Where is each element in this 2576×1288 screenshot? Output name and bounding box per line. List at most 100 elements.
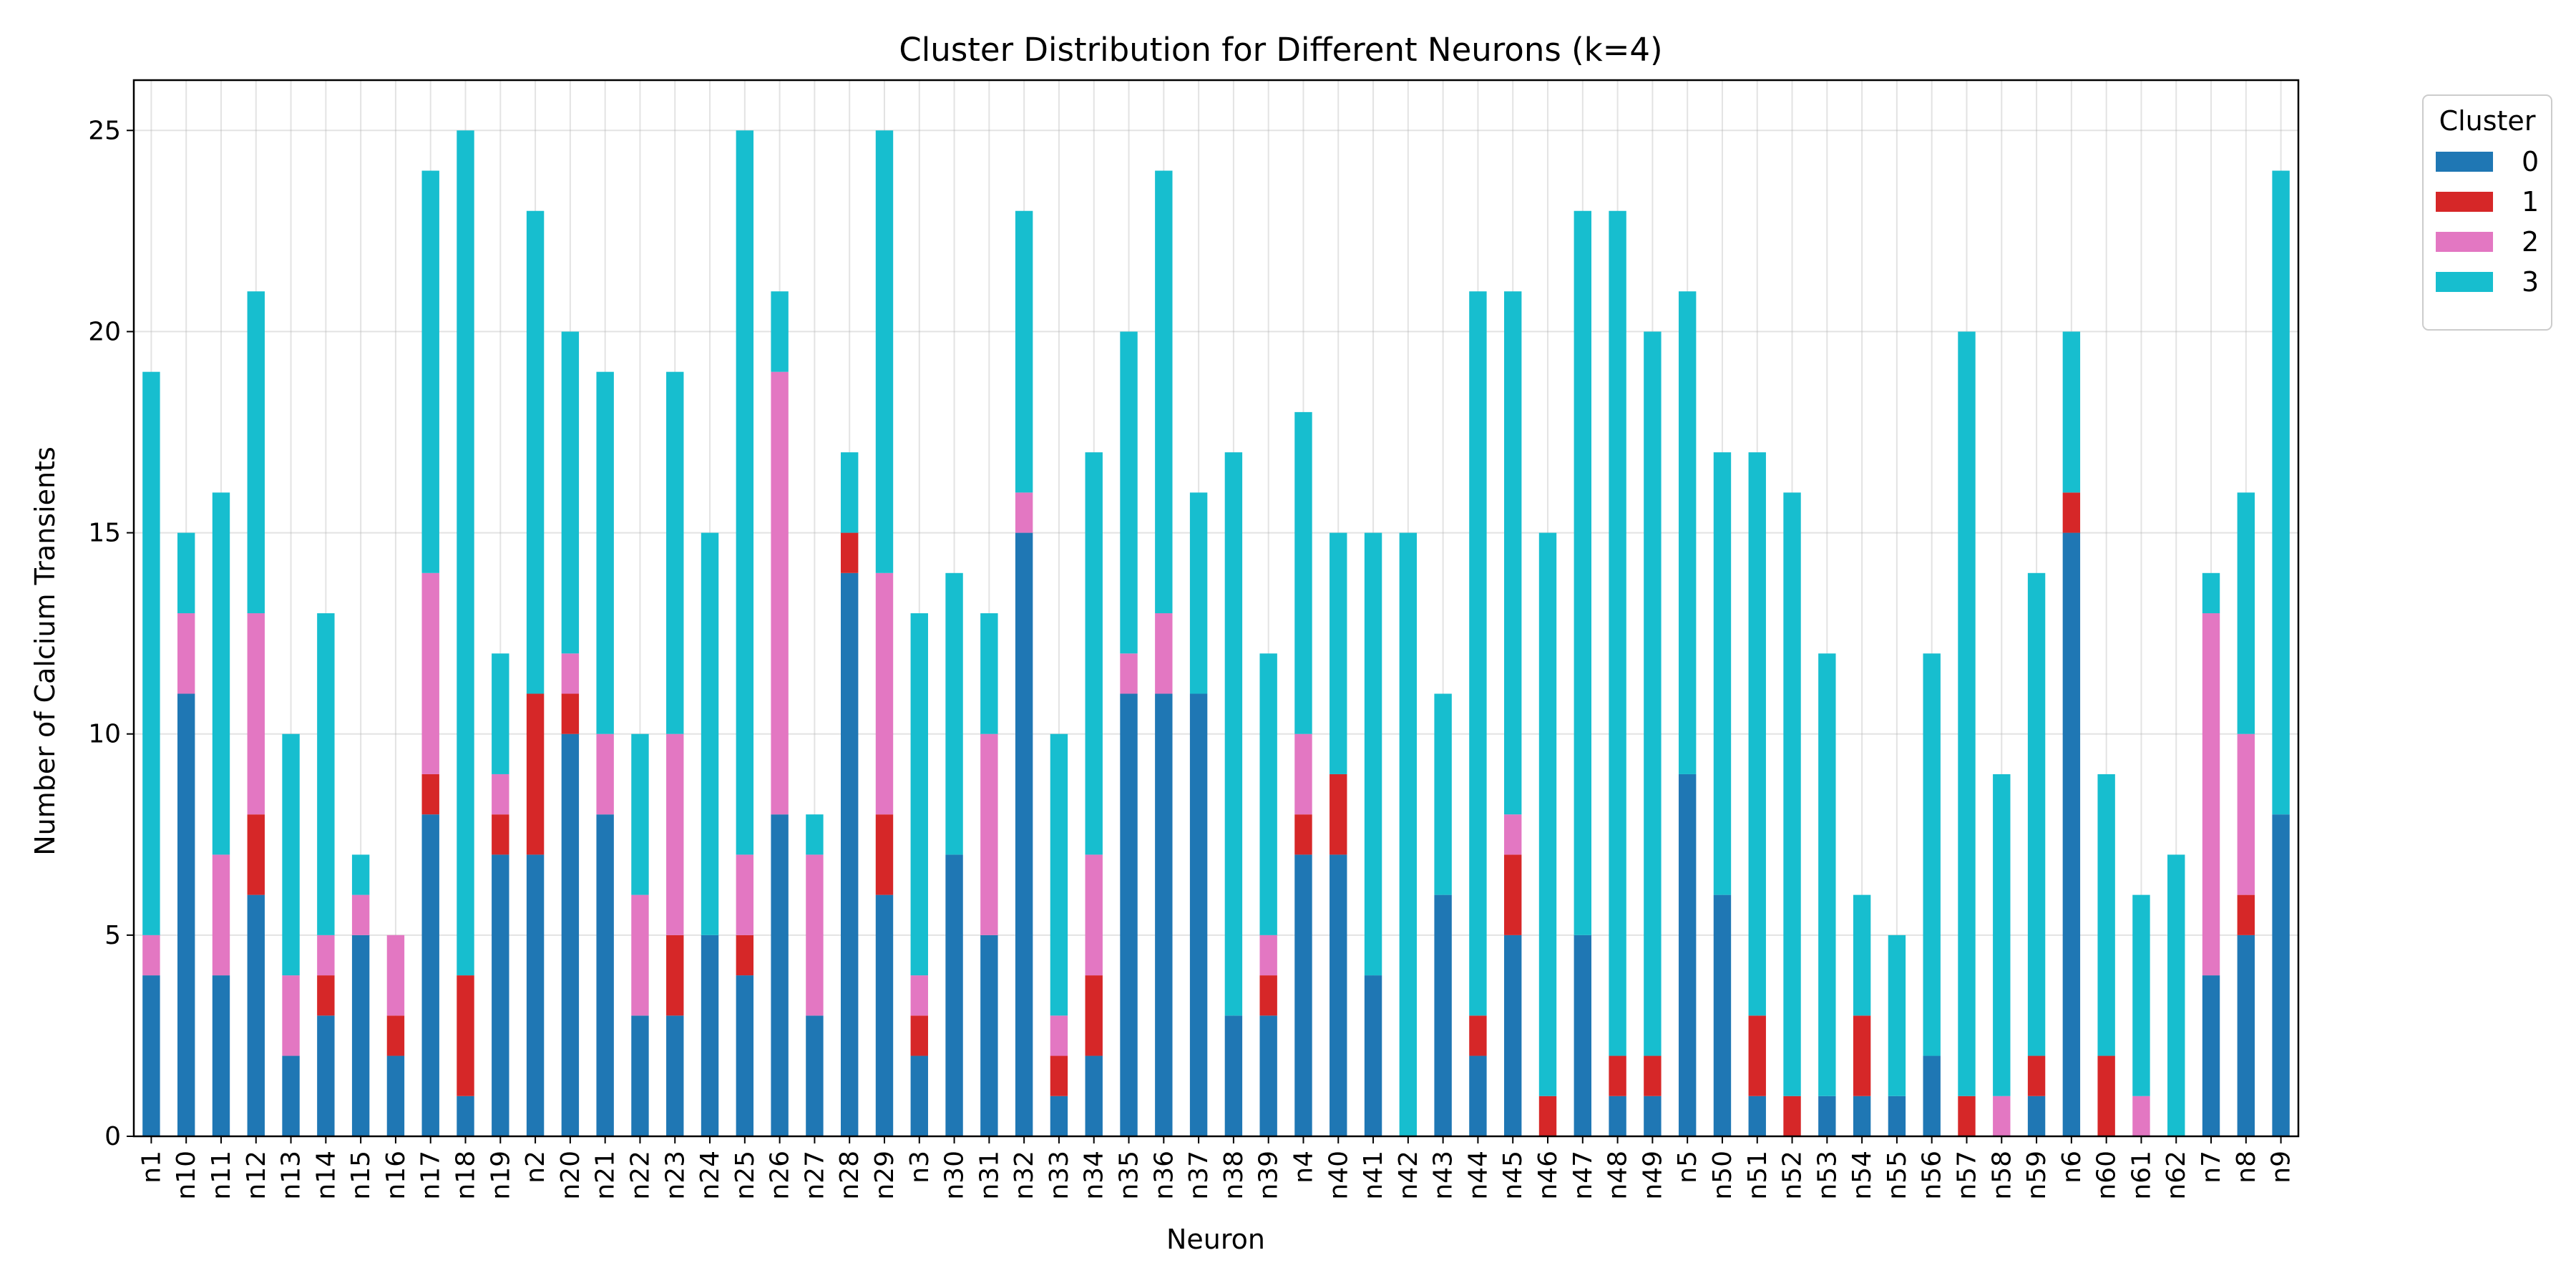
- x-tick-label: n53: [1813, 1151, 1842, 1200]
- bar-segment-cluster-1: [736, 935, 754, 976]
- bar-segment-cluster-0: [841, 572, 859, 1136]
- x-tick-label: n37: [1184, 1151, 1214, 1200]
- bar-segment-cluster-3: [1504, 291, 1522, 815]
- legend-title: Cluster: [2439, 105, 2536, 137]
- bar-segment-cluster-3: [1993, 774, 2011, 1096]
- x-tick-label: n28: [835, 1151, 864, 1200]
- chart-title: Cluster Distribution for Different Neuro…: [899, 31, 1662, 69]
- y-tick-label: 20: [88, 317, 121, 346]
- bar-segment-cluster-0: [1085, 1055, 1103, 1136]
- bar-segment-cluster-3: [666, 371, 684, 734]
- bar-segment-cluster-3: [457, 130, 474, 976]
- bar-segment-cluster-3: [1364, 532, 1382, 976]
- bar-segment-cluster-1: [247, 814, 265, 895]
- x-tick-label: n23: [660, 1151, 690, 1200]
- bar-segment-cluster-0: [980, 935, 998, 1136]
- bar-segment-cluster-0: [561, 733, 580, 1136]
- bar-segment-cluster-1: [666, 935, 684, 1016]
- bar-segment-cluster-0: [910, 1055, 928, 1136]
- bar-segment-cluster-3: [1434, 693, 1452, 895]
- bar-segment-cluster-0: [247, 894, 265, 1136]
- bar-segment-cluster-0: [177, 693, 195, 1136]
- x-tick-label: n56: [1918, 1151, 1947, 1200]
- bar-segment-cluster-0: [666, 1015, 684, 1136]
- bar-segment-cluster-0: [1050, 1096, 1068, 1136]
- bar-segment-cluster-3: [1189, 492, 1208, 694]
- bar-segment-cluster-3: [526, 210, 545, 694]
- y-axis-label: Number of Calcium Transients: [29, 447, 61, 856]
- x-tick-label: n32: [1010, 1151, 1039, 1200]
- bar-segment-cluster-0: [351, 935, 370, 1136]
- bar-segment-cluster-1: [1504, 854, 1522, 935]
- bar-segment-cluster-0: [1748, 1096, 1766, 1136]
- bar-segment-cluster-3: [2202, 572, 2220, 614]
- bar-segment-cluster-3: [701, 532, 719, 935]
- x-tick-label: n50: [1708, 1151, 1737, 1200]
- bar-segment-cluster-3: [980, 613, 998, 734]
- x-tick-label: n24: [696, 1151, 725, 1200]
- bar-segment-cluster-1: [457, 975, 474, 1096]
- y-tick-label: 25: [88, 116, 121, 145]
- bar-segment-cluster-2: [2202, 613, 2220, 976]
- bar-segment-cluster-3: [1783, 492, 1801, 1096]
- bar-segment-cluster-0: [1853, 1096, 1871, 1136]
- bar-segment-cluster-1: [2062, 492, 2081, 533]
- y-axis: 0 5 10 15 20 25: [88, 116, 134, 1151]
- bar-segment-cluster-1: [1085, 975, 1103, 1056]
- x-tick-label: n8: [2232, 1151, 2261, 1184]
- bar-segment-cluster-1: [841, 532, 859, 573]
- bar-segment-cluster-3: [2237, 492, 2255, 734]
- bar-segment-cluster-0: [526, 854, 545, 1136]
- bar-segment-cluster-3: [875, 130, 894, 573]
- bar-segment-cluster-0: [492, 854, 509, 1136]
- bar-segment-cluster-3: [736, 130, 754, 855]
- bar-segment-cluster-0: [1644, 1096, 1662, 1136]
- legend-swatch-cluster-3: [2436, 272, 2493, 292]
- y-tick-label: 15: [88, 519, 121, 548]
- x-tick-label: n27: [800, 1151, 829, 1200]
- bar-segment-cluster-1: [317, 975, 335, 1016]
- bar-segment-cluster-0: [2027, 1096, 2046, 1136]
- bar-segment-cluster-1: [910, 1015, 928, 1056]
- bar-segment-cluster-2: [351, 894, 370, 935]
- legend-swatch-cluster-0: [2436, 152, 2493, 172]
- bar-segment-cluster-1: [561, 693, 580, 734]
- legend-label-cluster-0: 0: [2522, 146, 2539, 177]
- x-tick-label: n49: [1638, 1151, 1667, 1200]
- bar-segment-cluster-1: [1050, 1055, 1068, 1096]
- bar-segment-cluster-3: [1538, 532, 1557, 1096]
- bar-segment-cluster-3: [1050, 733, 1068, 1016]
- x-tick-label: n29: [870, 1151, 899, 1200]
- x-tick-label: n45: [1498, 1151, 1528, 1200]
- x-tick-label: n4: [1289, 1151, 1318, 1184]
- legend-swatch-cluster-2: [2436, 232, 2493, 252]
- bar-segment-cluster-0: [1818, 1096, 1836, 1136]
- bar-segment-cluster-3: [2062, 331, 2081, 493]
- bar-segment-cluster-3: [1923, 653, 1941, 1056]
- bar-segment-cluster-0: [142, 975, 160, 1136]
- x-tick-label: n62: [2162, 1151, 2191, 1200]
- x-tick-label: n51: [1743, 1151, 1772, 1200]
- bar-segment-cluster-3: [2167, 854, 2185, 1136]
- bar-segment-cluster-2: [2237, 733, 2255, 895]
- x-tick-label: n47: [1568, 1151, 1598, 1200]
- bar-segment-cluster-1: [1853, 1015, 1871, 1096]
- bar-segment-cluster-3: [1330, 532, 1347, 774]
- bar-segment-cluster-3: [282, 733, 300, 976]
- x-tick-label: n43: [1429, 1151, 1458, 1200]
- bar-segment-cluster-0: [2272, 814, 2290, 1136]
- bar-segment-cluster-3: [1888, 935, 1906, 1096]
- bar-segment-cluster-1: [386, 1015, 405, 1056]
- bar-segment-cluster-2: [282, 975, 300, 1056]
- bar-segment-cluster-0: [317, 1015, 335, 1136]
- bar-segment-cluster-0: [386, 1055, 405, 1136]
- legend-items: 0 1 2 3: [2436, 146, 2539, 298]
- bar-segment-cluster-3: [421, 170, 439, 573]
- bar-segment-cluster-0: [2237, 935, 2255, 1136]
- bar-segment-cluster-0: [701, 935, 719, 1136]
- bar-segment-cluster-3: [841, 452, 859, 533]
- x-tick-label: n34: [1080, 1151, 1109, 1200]
- bar-segment-cluster-2: [666, 733, 684, 935]
- bar-segment-cluster-0: [1224, 1015, 1243, 1136]
